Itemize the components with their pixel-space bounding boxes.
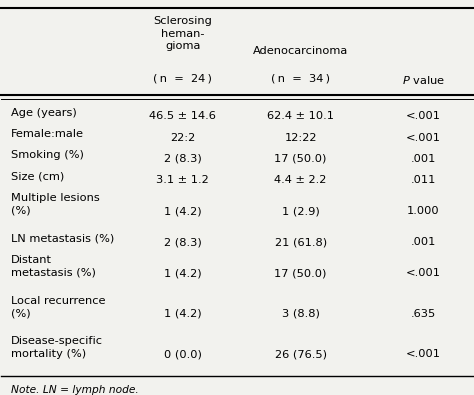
Text: 26 (76.5): 26 (76.5) <box>274 350 327 359</box>
Text: .001: .001 <box>410 154 436 164</box>
Text: ( n  =  34 ): ( n = 34 ) <box>271 74 330 84</box>
Text: LN metastasis (%): LN metastasis (%) <box>11 234 114 244</box>
Text: Local recurrence
(%): Local recurrence (%) <box>11 296 105 318</box>
Text: <.001: <.001 <box>406 350 441 359</box>
Text: Distant
metastasis (%): Distant metastasis (%) <box>11 255 96 278</box>
Text: $P$ value: $P$ value <box>401 74 445 86</box>
Text: 0 (0.0): 0 (0.0) <box>164 350 202 359</box>
Text: .001: .001 <box>410 237 436 247</box>
Text: 1 (2.9): 1 (2.9) <box>282 206 319 216</box>
Text: 3.1 ± 1.2: 3.1 ± 1.2 <box>156 175 209 185</box>
Text: 46.5 ± 14.6: 46.5 ± 14.6 <box>149 111 216 121</box>
Text: 62.4 ± 10.1: 62.4 ± 10.1 <box>267 111 334 121</box>
Text: 1.000: 1.000 <box>407 206 439 216</box>
Text: 12:22: 12:22 <box>284 132 317 143</box>
Text: 1 (4.2): 1 (4.2) <box>164 206 201 216</box>
Text: Disease-specific
mortality (%): Disease-specific mortality (%) <box>11 337 103 359</box>
Text: 4.4 ± 2.2: 4.4 ± 2.2 <box>274 175 327 185</box>
Text: 17 (50.0): 17 (50.0) <box>274 268 327 278</box>
Text: Note. LN = lymph node.: Note. LN = lymph node. <box>11 385 138 395</box>
Text: 2 (8.3): 2 (8.3) <box>164 154 201 164</box>
Text: 1 (4.2): 1 (4.2) <box>164 268 201 278</box>
Text: 3 (8.8): 3 (8.8) <box>282 309 319 319</box>
Text: 22:2: 22:2 <box>170 132 195 143</box>
Text: .635: .635 <box>410 309 436 319</box>
Text: <.001: <.001 <box>406 132 441 143</box>
Text: 1 (4.2): 1 (4.2) <box>164 309 201 319</box>
Text: 2 (8.3): 2 (8.3) <box>164 237 201 247</box>
Text: Multiple lesions
(%): Multiple lesions (%) <box>11 193 100 216</box>
Text: 17 (50.0): 17 (50.0) <box>274 154 327 164</box>
Text: 21 (61.8): 21 (61.8) <box>274 237 327 247</box>
Text: Smoking (%): Smoking (%) <box>11 150 84 160</box>
Text: Female:male: Female:male <box>11 129 84 139</box>
Text: ( n  =  24 ): ( n = 24 ) <box>154 74 212 84</box>
Text: Size (cm): Size (cm) <box>11 172 64 182</box>
Text: Adenocarcinoma: Adenocarcinoma <box>253 46 348 56</box>
Text: .011: .011 <box>410 175 436 185</box>
Text: Age (years): Age (years) <box>11 108 77 118</box>
Text: Sclerosing
heman-
gioma: Sclerosing heman- gioma <box>154 17 212 51</box>
Text: <.001: <.001 <box>406 268 441 278</box>
Text: <.001: <.001 <box>406 111 441 121</box>
